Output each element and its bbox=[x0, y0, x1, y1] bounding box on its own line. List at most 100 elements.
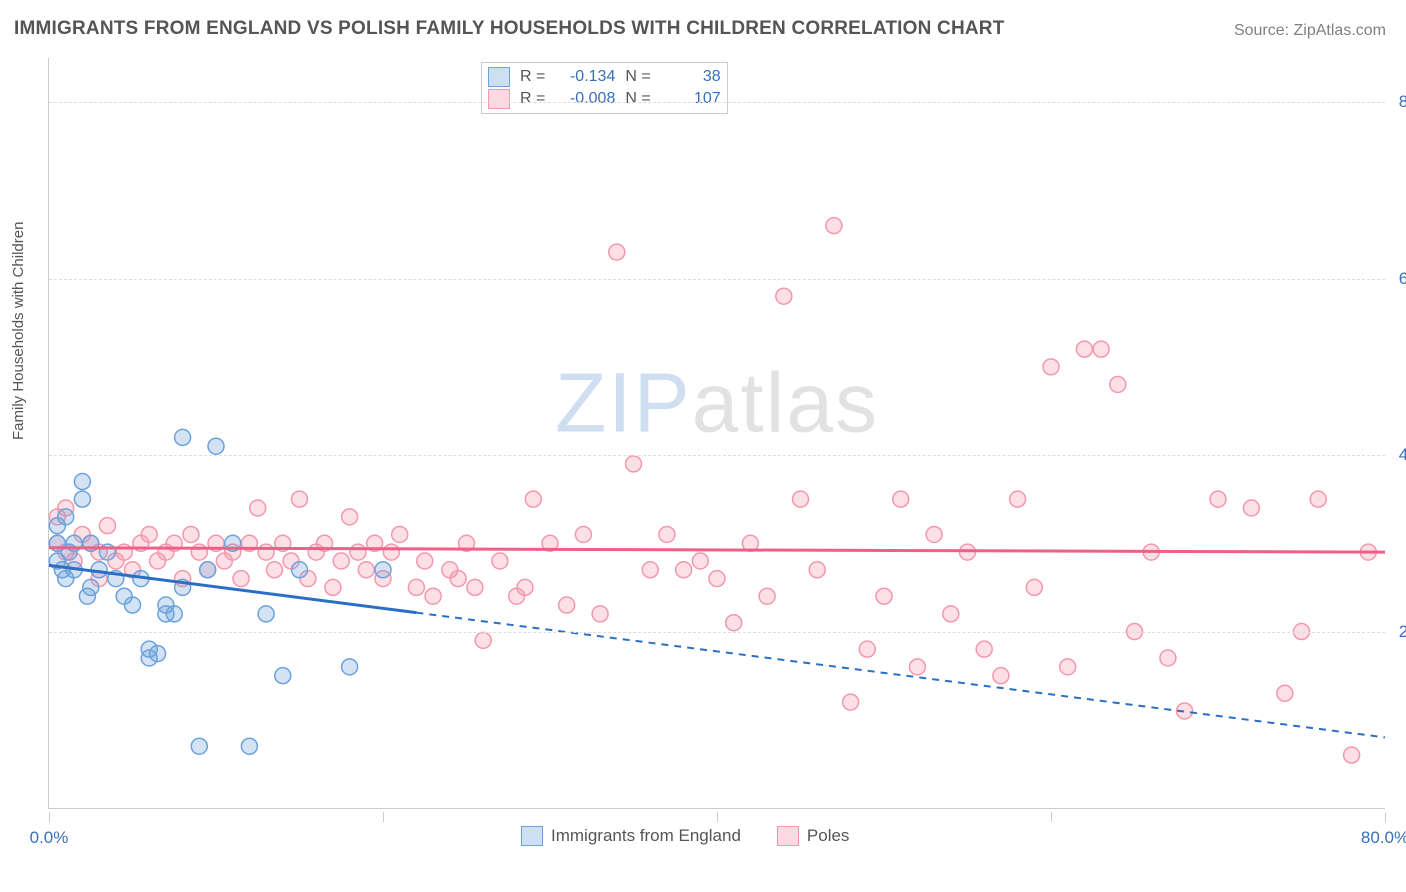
swatch-pink-icon bbox=[777, 826, 799, 846]
data-point bbox=[392, 526, 408, 542]
gridline bbox=[49, 632, 1385, 633]
data-point bbox=[250, 500, 266, 516]
data-point bbox=[876, 588, 892, 604]
plot-svg bbox=[49, 58, 1385, 808]
data-point bbox=[1243, 500, 1259, 516]
data-point bbox=[408, 579, 424, 595]
data-point bbox=[1060, 659, 1076, 675]
data-point bbox=[183, 526, 199, 542]
data-point bbox=[208, 438, 224, 454]
data-point bbox=[993, 668, 1009, 684]
x-tick bbox=[49, 812, 50, 822]
data-point bbox=[1093, 341, 1109, 357]
data-point bbox=[383, 544, 399, 560]
data-point bbox=[926, 526, 942, 542]
data-point bbox=[233, 571, 249, 587]
x-tick bbox=[383, 812, 384, 822]
data-point bbox=[342, 659, 358, 675]
data-point bbox=[709, 571, 725, 587]
data-point bbox=[150, 646, 166, 662]
data-point bbox=[626, 456, 642, 472]
y-tick-label: 60.0% bbox=[1391, 269, 1406, 289]
data-point bbox=[759, 588, 775, 604]
gridline bbox=[49, 455, 1385, 456]
legend-bottom-pink: Poles bbox=[777, 826, 850, 846]
data-point bbox=[333, 553, 349, 569]
data-point bbox=[592, 606, 608, 622]
data-point bbox=[350, 544, 366, 560]
x-tick bbox=[1385, 812, 1386, 822]
x-tick bbox=[1051, 812, 1052, 822]
data-point bbox=[1026, 579, 1042, 595]
swatch-blue-icon bbox=[521, 826, 543, 846]
data-point bbox=[642, 562, 658, 578]
data-point bbox=[258, 544, 274, 560]
data-point bbox=[809, 562, 825, 578]
data-point bbox=[200, 562, 216, 578]
data-point bbox=[609, 244, 625, 260]
data-point bbox=[425, 588, 441, 604]
gridline bbox=[49, 279, 1385, 280]
legend-bottom-pink-label: Poles bbox=[807, 826, 850, 846]
legend-bottom-blue: Immigrants from England bbox=[521, 826, 741, 846]
data-point bbox=[342, 509, 358, 525]
data-point bbox=[659, 526, 675, 542]
legend-bottom: Immigrants from England Poles bbox=[521, 826, 849, 846]
data-point bbox=[74, 474, 90, 490]
data-point bbox=[99, 518, 115, 534]
data-point bbox=[676, 562, 692, 578]
data-point bbox=[1160, 650, 1176, 666]
data-point bbox=[74, 491, 90, 507]
data-point bbox=[450, 571, 466, 587]
data-point bbox=[375, 562, 391, 578]
data-point bbox=[492, 553, 508, 569]
y-tick-label: 80.0% bbox=[1391, 92, 1406, 112]
data-point bbox=[726, 615, 742, 631]
data-point bbox=[1110, 376, 1126, 392]
data-point bbox=[559, 597, 575, 613]
data-point bbox=[517, 579, 533, 595]
data-point bbox=[292, 491, 308, 507]
x-tick-label: 80.0% bbox=[1361, 828, 1406, 848]
data-point bbox=[325, 579, 341, 595]
data-point bbox=[125, 597, 141, 613]
data-point bbox=[1210, 491, 1226, 507]
data-point bbox=[141, 526, 157, 542]
data-point bbox=[417, 553, 433, 569]
data-point bbox=[475, 632, 491, 648]
data-point bbox=[793, 491, 809, 507]
data-point bbox=[843, 694, 859, 710]
data-point bbox=[1010, 491, 1026, 507]
data-point bbox=[275, 668, 291, 684]
data-point bbox=[467, 579, 483, 595]
y-tick-label: 20.0% bbox=[1391, 622, 1406, 642]
data-point bbox=[1310, 491, 1326, 507]
data-point bbox=[1344, 747, 1360, 763]
data-point bbox=[575, 526, 591, 542]
data-point bbox=[826, 218, 842, 234]
data-point bbox=[909, 659, 925, 675]
y-tick-label: 40.0% bbox=[1391, 445, 1406, 465]
data-point bbox=[525, 491, 541, 507]
data-point bbox=[1076, 341, 1092, 357]
gridline bbox=[49, 102, 1385, 103]
data-point bbox=[976, 641, 992, 657]
data-point bbox=[166, 606, 182, 622]
data-point bbox=[943, 606, 959, 622]
chart-title: IMMIGRANTS FROM ENGLAND VS POLISH FAMILY… bbox=[14, 18, 1005, 40]
data-point bbox=[191, 544, 207, 560]
data-point bbox=[83, 579, 99, 595]
chart-area: ZIPatlas R = -0.134 N = 38 R = -0.008 N … bbox=[48, 58, 1385, 809]
data-point bbox=[358, 562, 374, 578]
data-point bbox=[266, 562, 282, 578]
data-point bbox=[692, 553, 708, 569]
source-label: Source: ZipAtlas.com bbox=[1234, 22, 1386, 40]
data-point bbox=[58, 509, 74, 525]
data-point bbox=[1277, 685, 1293, 701]
data-point bbox=[292, 562, 308, 578]
data-point bbox=[191, 738, 207, 754]
data-point bbox=[776, 288, 792, 304]
legend-bottom-blue-label: Immigrants from England bbox=[551, 826, 741, 846]
data-point bbox=[241, 738, 257, 754]
data-point bbox=[893, 491, 909, 507]
